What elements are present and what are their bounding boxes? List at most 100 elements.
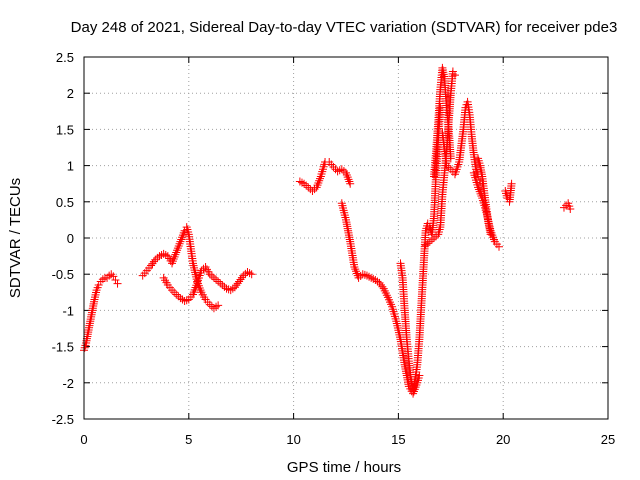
data-point-marker [111, 275, 120, 284]
series-arc-4 [295, 157, 355, 195]
data-point-marker [239, 271, 248, 280]
data-point-marker [430, 234, 439, 242]
data-point-marker [245, 269, 254, 278]
data-point-marker [448, 67, 457, 76]
data-point-marker [189, 261, 198, 270]
data-point-marker [432, 232, 441, 241]
data-point-marker [94, 281, 103, 290]
data-point-marker [214, 277, 223, 286]
data-point-marker [297, 178, 306, 187]
data-point-marker [180, 296, 189, 305]
data-point-marker [302, 181, 311, 190]
y-tick-label: 0 [67, 231, 74, 246]
data-points [80, 63, 575, 398]
y-tick-label: 1.5 [56, 122, 74, 137]
series-arc-11 [474, 154, 495, 239]
data-point-marker [354, 273, 363, 282]
y-tick-label: -2 [62, 376, 74, 391]
data-point-marker [98, 275, 107, 284]
data-point-marker [394, 326, 403, 335]
data-point-marker [300, 179, 309, 188]
data-point-marker [216, 279, 225, 288]
data-point-marker [149, 257, 158, 266]
data-point-marker [495, 242, 504, 251]
y-tick-label: 1 [67, 159, 74, 174]
data-point-marker [220, 282, 229, 291]
data-point-marker [190, 263, 199, 272]
data-point-marker [212, 302, 221, 311]
data-point-marker [109, 272, 118, 281]
series-arc-8 [430, 63, 455, 181]
data-point-marker [304, 183, 313, 192]
data-point-marker [394, 328, 403, 337]
data-point-marker [369, 274, 378, 283]
plot-frame [83, 56, 609, 420]
data-point-marker [358, 270, 367, 279]
data-point-marker [197, 266, 206, 275]
y-tick-label: 2.5 [56, 50, 74, 65]
data-point-marker [247, 270, 256, 279]
data-point-marker [243, 268, 252, 277]
y-tick-label: 2 [67, 86, 74, 101]
data-point-marker [295, 177, 304, 186]
y-tick-label: -1 [62, 303, 74, 318]
data-point-marker [393, 321, 402, 330]
data-point-marker [170, 288, 179, 297]
data-point-marker [378, 282, 387, 291]
data-point-marker [559, 203, 568, 212]
data-point-marker [444, 163, 453, 172]
data-point-marker [237, 273, 246, 282]
data-point-marker [226, 286, 235, 295]
series-arc-13 [559, 199, 575, 214]
x-tick-label: 25 [601, 432, 615, 447]
series-arc-9 [438, 97, 487, 188]
tick-labels: 0 5 10 15 20 25 -2.5 -2 -1.5 -1 -0.5 0 0.5 1 1.5 2 2.5 [52, 50, 616, 447]
y-axis-label: SDTVAR / TECUs [7, 178, 24, 298]
data-point-marker [346, 179, 355, 188]
data-point-marker [486, 230, 495, 239]
data-point-marker [335, 166, 344, 175]
x-axis-label: GPS time / hours [287, 459, 401, 476]
data-point-marker [566, 205, 575, 214]
series-arc-5 [337, 199, 424, 398]
data-point-marker [427, 235, 436, 244]
data-point-marker [207, 272, 216, 281]
data-point-marker [228, 284, 237, 293]
data-point-marker [365, 272, 374, 281]
data-point-marker [360, 270, 369, 279]
data-point-marker [442, 161, 451, 170]
x-tick-label: 15 [391, 432, 405, 447]
series-arc-3 [159, 262, 256, 305]
y-tick-label: 0.5 [56, 195, 74, 210]
data-point-marker [507, 179, 516, 188]
grid-lines [84, 57, 608, 419]
y-tick-label: -1.5 [52, 340, 74, 355]
data-point-marker [212, 275, 221, 284]
axis-ticks [83, 56, 609, 420]
data-point-marker [337, 165, 346, 174]
data-point-marker [153, 253, 162, 262]
y-tick-label: -0.5 [52, 267, 74, 282]
series-arc-12 [501, 179, 516, 206]
data-point-marker [214, 301, 223, 310]
x-tick-label: 0 [80, 432, 87, 447]
data-point-marker [172, 290, 181, 299]
data-point-marker [205, 300, 214, 309]
data-point-marker [107, 270, 116, 279]
x-tick-label: 5 [185, 432, 192, 447]
data-point-marker [159, 249, 168, 258]
data-point-marker [392, 319, 401, 328]
data-point-marker [367, 273, 376, 282]
data-point-marker [155, 252, 164, 261]
data-point-marker [224, 285, 233, 294]
data-point-marker [103, 273, 112, 282]
data-point-marker [371, 275, 380, 284]
data-point-marker [161, 251, 170, 260]
data-point-marker [425, 237, 434, 246]
data-point-marker [199, 264, 208, 273]
data-point-marker [393, 324, 402, 333]
data-point-marker [421, 241, 430, 250]
data-point-marker [176, 294, 185, 303]
data-point-marker [174, 292, 183, 301]
